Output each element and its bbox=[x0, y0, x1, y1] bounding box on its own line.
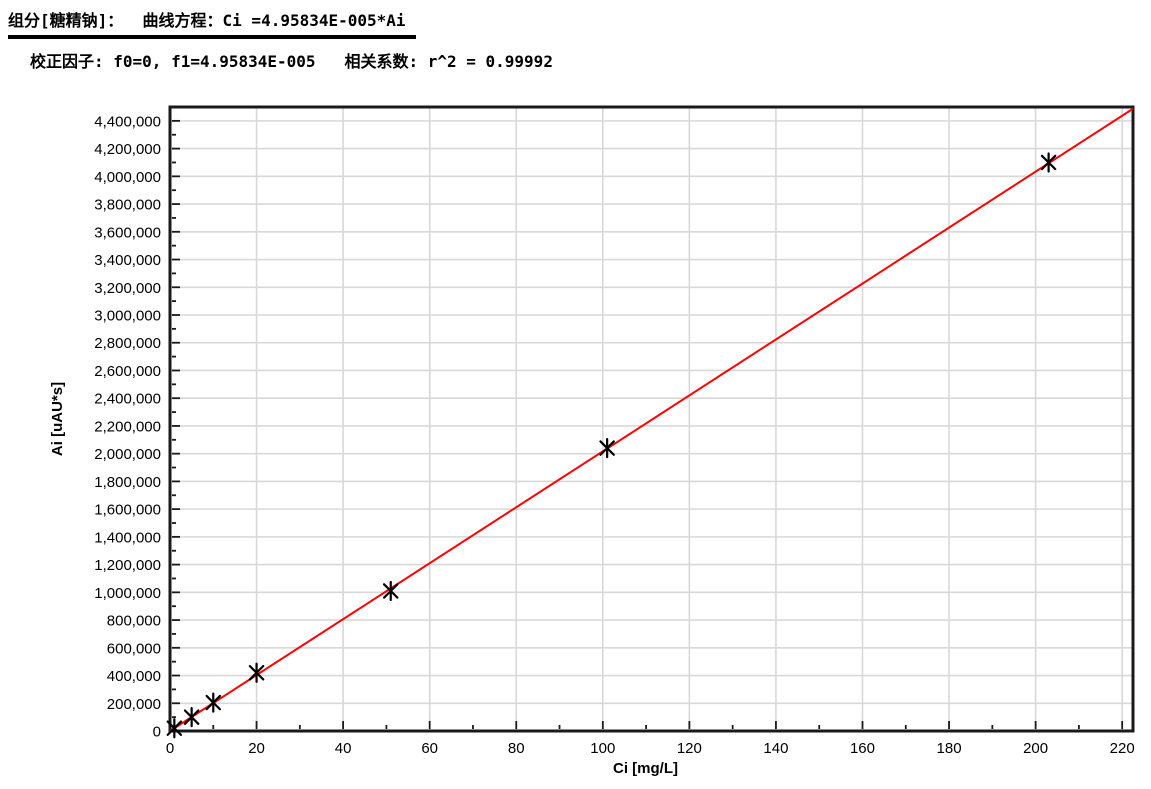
y-tick-label: 3,400,000 bbox=[94, 252, 161, 269]
x-tick-label: 160 bbox=[850, 740, 875, 757]
y-tick-label: 1,000,000 bbox=[94, 585, 161, 602]
component-equation-line: 组分[糖精钠]： 曲线方程：Ci =4.95834E-005*Ai bbox=[8, 11, 416, 39]
y-tick-label: 600,000 bbox=[107, 640, 161, 657]
x-tick-label: 80 bbox=[508, 740, 525, 757]
y-tick-label: 400,000 bbox=[107, 668, 161, 685]
data-point-marker bbox=[599, 438, 615, 459]
y-tick-label: 2,800,000 bbox=[94, 335, 161, 352]
x-tick-label: 200 bbox=[1023, 740, 1048, 757]
y-tick-label: 1,400,000 bbox=[94, 529, 161, 546]
y-axis-title: Ai [uAU*s] bbox=[49, 382, 66, 456]
x-tick-label: 140 bbox=[763, 740, 788, 757]
y-tick-label: 2,600,000 bbox=[94, 363, 161, 380]
x-tick-label: 120 bbox=[677, 740, 702, 757]
y-tick-label: 1,800,000 bbox=[94, 474, 161, 491]
y-tick-labels: 0 200,000 400,000 600,000 800,000 1,000,000 1,… bbox=[94, 113, 161, 740]
data-point-marker bbox=[205, 692, 222, 713]
data-point-marker bbox=[382, 580, 399, 602]
y-tick-label: 1,600,000 bbox=[94, 502, 161, 519]
calibration-chart: 0 200,000 400,000 600,000 800,000 1,000,000 1,… bbox=[0, 94, 1151, 784]
y-tick-label: 4,400,000 bbox=[94, 113, 161, 130]
calibration-factors-line: 校正因子: f0=0, f1=4.95834E-005 相关系数: r^2 = … bbox=[30, 52, 553, 71]
gridlines bbox=[170, 107, 1133, 731]
x-tick-labels: 0 20 40 60 80 100 120 140 160 180 200 220 bbox=[166, 740, 1135, 757]
y-tick-label: 3,800,000 bbox=[94, 197, 161, 214]
y-tick-label: 2,400,000 bbox=[94, 391, 161, 408]
y-tick-label: 1,200,000 bbox=[94, 557, 161, 574]
x-tick-label: 40 bbox=[335, 740, 352, 757]
x-tick-label: 60 bbox=[421, 740, 438, 757]
y-tick-label: 800,000 bbox=[107, 613, 161, 630]
y-tick-label: 4,200,000 bbox=[94, 141, 161, 158]
chart-svg: 0 200,000 400,000 600,000 800,000 1,000,000 1,… bbox=[49, 105, 1135, 777]
x-tick-label: 20 bbox=[248, 740, 265, 757]
data-point-marker bbox=[183, 707, 200, 728]
x-tick-label: 0 bbox=[166, 740, 174, 757]
y-tick-label: 4,000,000 bbox=[94, 169, 161, 186]
tick-marks bbox=[172, 119, 1124, 729]
y-tick-label: 3,000,000 bbox=[94, 308, 161, 325]
y-tick-label: 200,000 bbox=[107, 696, 161, 713]
data-point-marker bbox=[248, 662, 265, 683]
x-tick-label: 100 bbox=[590, 740, 615, 757]
y-tick-label: 3,200,000 bbox=[94, 280, 161, 297]
data-point-marker bbox=[166, 718, 183, 739]
x-tick-label: 180 bbox=[937, 740, 962, 757]
y-tick-label: 3,600,000 bbox=[94, 224, 161, 241]
fit-line bbox=[169, 107, 1134, 732]
y-tick-label: 2,200,000 bbox=[94, 418, 161, 435]
data-points bbox=[166, 152, 1057, 739]
x-axis-title: Ci [mg/L] bbox=[613, 760, 678, 777]
x-tick-label: 220 bbox=[1110, 740, 1135, 757]
y-tick-label: 2,000,000 bbox=[94, 446, 161, 463]
data-point-marker bbox=[1040, 152, 1057, 173]
y-tick-label: 0 bbox=[153, 724, 161, 741]
plot-border bbox=[168, 105, 1135, 733]
